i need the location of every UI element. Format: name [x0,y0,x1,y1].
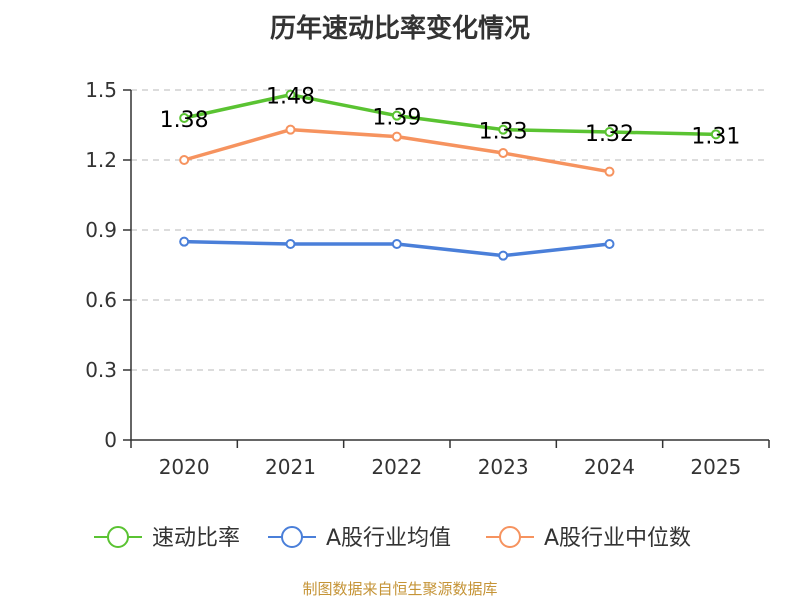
data-label: 1.39 [372,106,421,131]
x-tick-label: 2020 [159,455,210,479]
x-tick-label: 2021 [265,455,316,479]
legend-marker [499,526,521,548]
y-tick-label: 1.5 [85,78,117,102]
data-point [604,239,615,249]
data-labels: 1.38 1.48 1.39 1.33 1.32 1.31 [160,85,741,150]
data-point [285,239,296,249]
data-point [498,124,509,135]
data-label: 1.33 [479,120,528,145]
series-lines [179,89,721,261]
data-point [179,113,190,123]
data-point [498,148,509,158]
data-point [391,239,402,249]
legend-item[interactable]: 速动比率 [94,526,240,551]
axes: 0 0.3 0.6 0.9 1.2 1.5 2020 2021 2022 2023 2024 2025 [85,78,770,479]
y-tick-label: 0.3 [85,358,117,382]
legend-item[interactable]: A股行业中位数 [486,526,691,551]
legend-label: A股行业中位数 [544,526,691,551]
data-point [710,129,721,140]
data-label: 1.32 [585,122,634,147]
data-point [604,127,615,137]
series-line [183,92,716,137]
x-tick-label: 2023 [478,455,529,479]
source-note: 制图数据来自恒生聚源数据库 [302,580,498,598]
data-label: 1.38 [160,108,209,133]
data-point [604,166,615,177]
gridlines [131,89,769,371]
data-point [391,131,402,142]
x-tick-label: 2022 [371,455,422,479]
y-tick-label: 0 [104,428,117,452]
legend[interactable]: 速动比率 A股行业均值 A股行业中位数 [94,526,691,551]
x-tick-label: 2025 [690,455,741,479]
chart-title: 历年速动比率变化情况 [269,14,530,44]
x-tick-label: 2024 [584,455,635,479]
data-point [179,155,190,165]
data-point [285,89,296,100]
legend-item[interactable]: A股行业均值 [268,526,451,551]
y-tick-label: 1.2 [85,148,117,172]
legend-label: 速动比率 [152,526,240,551]
legend-marker [107,526,129,548]
legend-marker [281,526,303,548]
data-point [285,124,296,135]
y-tick-label: 0.9 [85,218,117,242]
legend-label: A股行业均值 [326,526,451,551]
y-tick-label: 0.6 [85,288,117,312]
data-label: 1.31 [691,124,740,149]
data-point [179,236,190,247]
data-point [391,110,402,121]
data-label: 1.48 [266,85,315,110]
data-point [498,250,509,261]
